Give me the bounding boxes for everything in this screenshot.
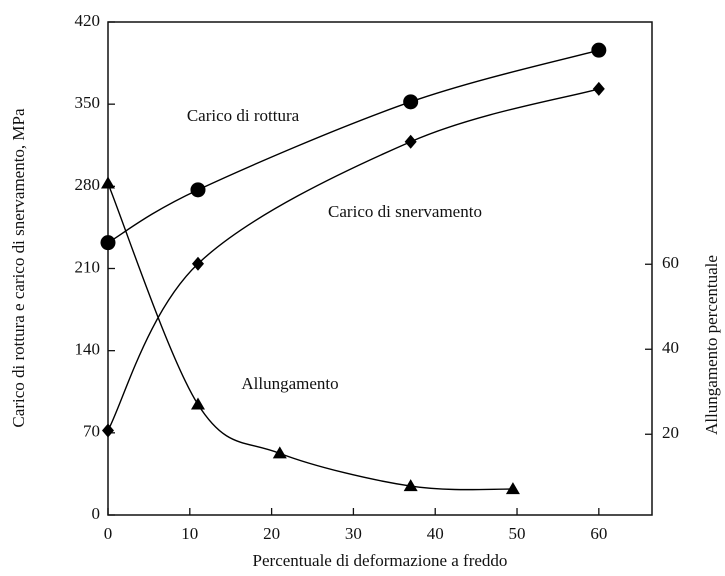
marker-diamond <box>102 423 114 438</box>
y-tick-label: 350 <box>75 93 101 112</box>
marker-circle <box>190 182 206 198</box>
y2-tick-label: 40 <box>662 338 679 357</box>
y-tick-label: 420 <box>75 11 101 30</box>
marker-triangle <box>272 446 287 459</box>
series-label: Allungamento <box>241 374 338 393</box>
marker-circle <box>100 235 116 251</box>
y-tick-label: 210 <box>75 257 101 276</box>
y2-tick-label: 60 <box>662 253 679 272</box>
marker-triangle <box>190 397 205 410</box>
y2-axis-label: Allungamento percentuale <box>702 255 721 435</box>
series-label: Carico di snervamento <box>328 202 482 221</box>
marker-diamond <box>191 256 204 271</box>
y-tick-label: 280 <box>75 175 101 194</box>
y2-tick-label: 20 <box>662 423 679 442</box>
y-tick-label: 0 <box>92 504 101 523</box>
marker-triangle <box>403 479 418 492</box>
x-tick-label: 0 <box>104 524 113 543</box>
y-tick-label: 70 <box>83 422 100 441</box>
x-tick-label: 60 <box>590 524 607 543</box>
series-line <box>107 88 600 431</box>
x-tick-label: 10 <box>181 524 198 543</box>
series-line <box>107 49 600 244</box>
x-tick-label: 30 <box>345 524 362 543</box>
marker-diamond <box>404 134 417 149</box>
x-axis-label: Percentuale di deformazione a freddo <box>253 551 508 570</box>
y-axis-label: Carico di rottura e carico di snervament… <box>9 108 28 428</box>
x-tick-label: 40 <box>427 524 444 543</box>
series-label: Carico di rottura <box>187 106 300 125</box>
x-tick-label: 20 <box>263 524 280 543</box>
y-tick-label: 140 <box>75 340 101 359</box>
series-line <box>107 183 513 491</box>
x-tick-label: 50 <box>509 524 526 543</box>
marker-triangle <box>505 482 520 495</box>
marker-circle <box>403 94 419 110</box>
marker-diamond <box>592 81 605 96</box>
marker-triangle <box>101 176 115 189</box>
marker-circle <box>591 42 607 58</box>
